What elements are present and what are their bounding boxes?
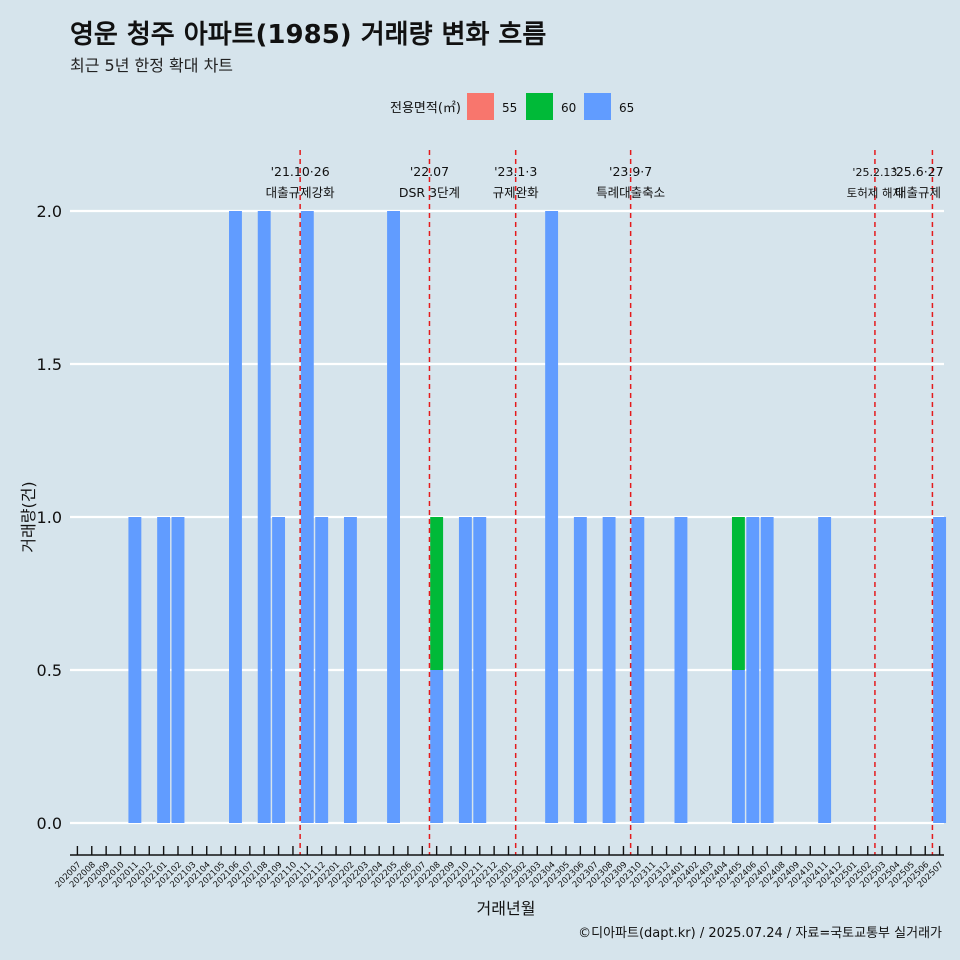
bar-65-202109 <box>272 517 286 823</box>
bar-65-202210 <box>458 517 472 823</box>
x-axis-label: 거래년월 <box>477 899 536 918</box>
event-label-5: 대출규제 <box>895 185 941 200</box>
y-tick-label: 0.5 <box>37 661 62 680</box>
bar-65-202411 <box>818 517 832 823</box>
chart-subtitle: 최근 5년 한정 확대 차트 <box>70 56 234 75</box>
bar-60-202405 <box>731 517 745 670</box>
bar-65-202108 <box>257 211 271 823</box>
legend: 전용면적(㎡) 55 60 65 <box>390 93 634 120</box>
bar-65-202202 <box>343 517 357 823</box>
event-date-3: '23.9·7 <box>609 164 652 179</box>
event-markers: '21.10·26 대출규제강화 '22.07 DSR 3단계 '23.1·3 규제완화 '… <box>266 150 944 855</box>
bar-65-202407 <box>760 517 774 823</box>
legend-swatch-60 <box>526 93 553 120</box>
legend-title: 전용면적(㎡) <box>390 101 461 116</box>
event-date-5: '25.6·27 <box>892 164 943 179</box>
bar-65-202205 <box>387 211 400 823</box>
y-tick-label: 1.5 <box>37 355 62 374</box>
y-axis-label: 거래량(건) <box>19 481 38 552</box>
legend-label-65: 65 <box>619 101 634 115</box>
legend-label-55: 55 <box>502 101 517 115</box>
event-label-4: 토허제 해제 <box>847 186 904 200</box>
bar-60-202208 <box>430 517 444 670</box>
event-label-3: 특례대출축소 <box>596 185 665 200</box>
source-caption: ©디아파트(dapt.kr) / 2025.07.24 / 자료=국토교통부 실… <box>578 926 942 941</box>
bar-65-202306 <box>573 517 587 823</box>
legend-swatch-55 <box>467 93 494 120</box>
event-label-0: 대출규제강화 <box>266 185 336 200</box>
bar-65-202112 <box>315 517 329 823</box>
y-axis: 0.0 0.5 1.0 1.5 2.0 <box>37 202 62 833</box>
y-tick-label: 0.0 <box>37 814 62 833</box>
bar-65-202011 <box>128 517 142 823</box>
event-label-1: DSR 3단계 <box>399 185 460 200</box>
bar-65-202111 <box>300 211 314 823</box>
grid-lines <box>70 209 944 825</box>
event-date-0: '21.10·26 <box>271 164 330 179</box>
bar-65-202401 <box>674 517 688 823</box>
event-date-4: '25.2.13 <box>852 166 897 179</box>
bar-65-202211 <box>473 517 487 823</box>
bar-65-202308 <box>602 517 616 823</box>
event-date-1: '22.07 <box>410 164 449 179</box>
legend-swatch-65 <box>584 93 611 120</box>
bar-65-202406 <box>746 517 760 823</box>
bar-65-202101 <box>157 517 171 823</box>
event-label-2: 규제완화 <box>493 185 540 200</box>
x-axis: 2020072020082020092020102020112020122021… <box>54 846 946 890</box>
y-tick-label: 1.0 <box>37 508 62 527</box>
bars <box>128 211 947 823</box>
bar-65-202208 <box>430 670 444 823</box>
bar-65-202106 <box>229 211 242 823</box>
y-tick-label: 2.0 <box>37 202 62 221</box>
bar-65-202310 <box>631 517 645 823</box>
bar-65-202405 <box>731 670 745 823</box>
bar-65-202102 <box>171 517 185 823</box>
legend-label-60: 60 <box>561 101 576 115</box>
bar-65-202507 <box>933 517 947 823</box>
bar-65-202304 <box>545 211 559 823</box>
event-date-2: '23.1·3 <box>494 164 537 179</box>
chart-title: 영운 청주 아파트(1985) 거래량 변화 흐름 <box>70 20 547 50</box>
